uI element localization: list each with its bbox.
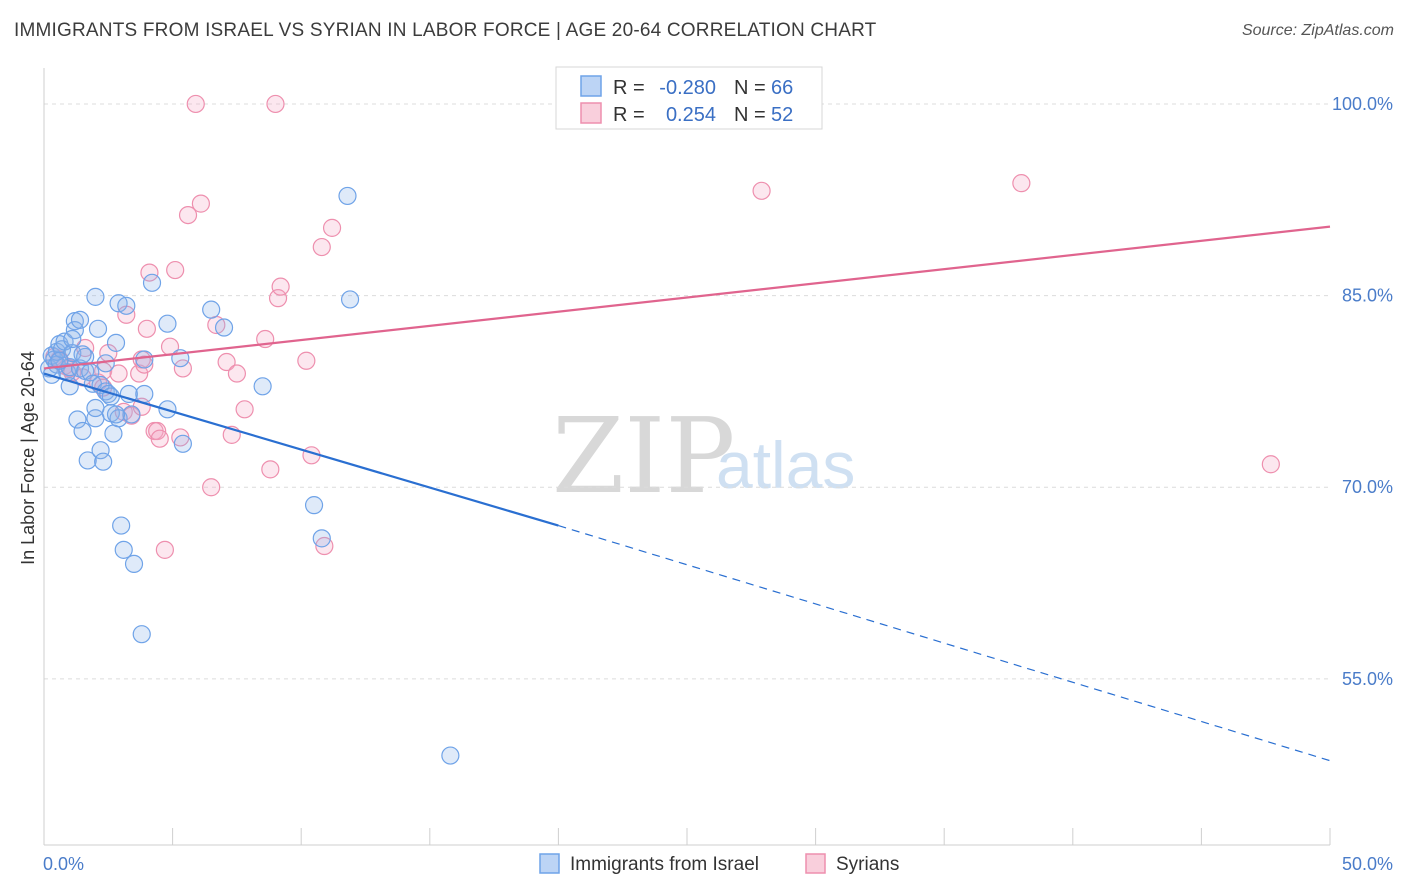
syrians-point bbox=[130, 364, 149, 383]
bottom-legend-israel: Immigrants from Israel bbox=[570, 854, 759, 875]
israel-point bbox=[63, 329, 82, 349]
israel-point bbox=[132, 625, 151, 644]
israel-point bbox=[68, 410, 87, 429]
syrians-point bbox=[227, 364, 246, 383]
syrians-trend-line bbox=[43, 225, 1331, 370]
israel-point bbox=[78, 451, 97, 470]
israel-point bbox=[94, 452, 113, 471]
legend-n-value-1: 66 bbox=[771, 77, 793, 99]
syrians-point bbox=[202, 478, 221, 497]
syrians-point bbox=[135, 355, 154, 374]
syrians-point bbox=[150, 429, 169, 448]
legend-swatch-israel bbox=[580, 75, 602, 97]
y-tick-label: 100.0% bbox=[1332, 94, 1393, 114]
israel-point bbox=[106, 333, 126, 352]
syrians-point bbox=[266, 94, 285, 114]
syrians-point bbox=[155, 540, 174, 559]
israel-points bbox=[40, 186, 460, 765]
bottom-legend-syrians: Syrians bbox=[836, 854, 899, 875]
syrians-point bbox=[268, 289, 288, 308]
syrians-point bbox=[178, 206, 198, 225]
israel-point bbox=[106, 405, 126, 424]
x-tick-label: 0.0% bbox=[43, 854, 84, 874]
israel-point bbox=[112, 516, 131, 535]
israel-point bbox=[202, 300, 221, 319]
israel-point bbox=[173, 434, 192, 453]
israel-point bbox=[124, 554, 144, 574]
israel-point bbox=[340, 290, 360, 309]
syrians-point bbox=[271, 277, 290, 296]
israel-point bbox=[441, 746, 460, 765]
syrians-point bbox=[137, 319, 156, 338]
israel-point bbox=[114, 540, 133, 559]
legend-box: R = -0.280 N = 66 R = 0.254 N = 52 bbox=[555, 66, 823, 130]
syrians-point bbox=[1261, 455, 1280, 474]
watermark-zip: ZIP bbox=[552, 395, 735, 517]
israel-point bbox=[104, 424, 123, 443]
israel-trend-extrapolation bbox=[558, 525, 1331, 762]
bottom-legend: Immigrants from Israel Syrians bbox=[539, 853, 899, 875]
israel-point bbox=[135, 350, 154, 369]
israel-point bbox=[338, 186, 357, 206]
trend-lines bbox=[43, 225, 1331, 762]
syrians-point bbox=[217, 352, 236, 372]
syrians-point bbox=[322, 218, 342, 237]
legend-r-label-1: R = bbox=[613, 77, 645, 99]
bottom-legend-swatch-israel bbox=[539, 853, 560, 874]
israel-point bbox=[142, 273, 162, 292]
syrians-point bbox=[1012, 174, 1031, 193]
syrians-point bbox=[166, 260, 185, 280]
syrians-point bbox=[297, 351, 316, 370]
israel-point bbox=[86, 398, 105, 418]
syrians-point bbox=[191, 194, 210, 213]
gridlines bbox=[44, 103, 1330, 680]
syrians-point bbox=[109, 364, 128, 383]
zipatlas-watermark: ZIP atlas bbox=[552, 395, 855, 517]
chart-title: IMMIGRANTS FROM ISRAEL VS SYRIAN IN LABO… bbox=[14, 20, 877, 41]
legend-r-label-2: R = bbox=[613, 104, 645, 126]
israel-point bbox=[86, 287, 105, 306]
y-tick-label: 55.0% bbox=[1342, 669, 1393, 689]
syrians-point bbox=[752, 181, 771, 200]
source-label: Source: ZipAtlas.com bbox=[1241, 22, 1394, 39]
legend-swatch-syrians bbox=[580, 102, 602, 124]
israel-point bbox=[304, 496, 324, 515]
israel-point bbox=[117, 296, 136, 315]
syrians-point bbox=[235, 400, 254, 419]
israel-point bbox=[73, 421, 92, 441]
axes: 100.0% 85.0% 70.0% 55.0% 0.0% 50.0% bbox=[43, 68, 1393, 874]
syrians-point bbox=[312, 237, 331, 257]
israel-point bbox=[214, 318, 234, 337]
syrians-point bbox=[186, 94, 205, 114]
israel-point bbox=[312, 529, 331, 548]
israel-point bbox=[135, 384, 154, 404]
syrians-point bbox=[261, 460, 280, 479]
legend-n-label-1: N = bbox=[734, 77, 766, 99]
israel-point bbox=[88, 319, 108, 338]
israel-point bbox=[73, 345, 92, 364]
legend-n-label-2: N = bbox=[734, 104, 766, 126]
y-tick-label: 70.0% bbox=[1342, 477, 1393, 497]
israel-point bbox=[253, 377, 272, 396]
legend-r-value-1: -0.280 bbox=[659, 77, 716, 99]
israel-trend-line bbox=[43, 372, 559, 527]
y-tick-label: 85.0% bbox=[1342, 286, 1393, 306]
israel-point bbox=[122, 405, 141, 424]
israel-point bbox=[70, 310, 90, 329]
x-tick-label: 50.0% bbox=[1342, 854, 1393, 874]
israel-point bbox=[158, 314, 177, 333]
legend-n-value-2: 52 bbox=[771, 104, 793, 126]
israel-point bbox=[91, 441, 110, 460]
bottom-legend-swatch-syrians bbox=[805, 853, 826, 874]
watermark-atlas: atlas bbox=[716, 428, 855, 502]
israel-point bbox=[50, 351, 69, 370]
legend-r-value-2: 0.254 bbox=[666, 104, 716, 126]
y-axis-title: In Labor Force | Age 20-64 bbox=[18, 351, 38, 565]
